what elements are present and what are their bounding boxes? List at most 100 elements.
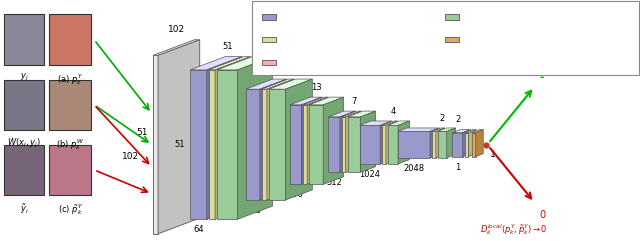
Polygon shape [340, 111, 355, 172]
Polygon shape [360, 125, 380, 164]
Polygon shape [262, 79, 294, 89]
Polygon shape [432, 131, 436, 158]
Bar [445, 37, 459, 42]
Text: 512: 512 [326, 178, 342, 187]
Text: 7: 7 [351, 97, 356, 106]
Text: 102: 102 [122, 152, 139, 161]
Polygon shape [463, 130, 470, 157]
Text: 102: 102 [168, 25, 185, 34]
Polygon shape [452, 130, 470, 133]
Bar [4, 145, 44, 195]
Polygon shape [323, 97, 344, 184]
Polygon shape [388, 121, 410, 125]
Text: Avg Pooling: Avg Pooling [283, 58, 330, 67]
Text: Spectral Normalization: Spectral Normalization [283, 35, 375, 44]
Polygon shape [465, 133, 468, 157]
Polygon shape [307, 97, 328, 184]
Polygon shape [398, 131, 430, 158]
Text: 256: 256 [288, 190, 303, 199]
Polygon shape [190, 70, 207, 219]
Polygon shape [209, 57, 250, 70]
Polygon shape [348, 111, 376, 117]
Polygon shape [382, 125, 386, 164]
Polygon shape [432, 128, 445, 131]
Polygon shape [465, 130, 476, 133]
Polygon shape [436, 128, 445, 158]
Text: (a) $p_k^Y$: (a) $p_k^Y$ [57, 72, 83, 87]
Text: 1024: 1024 [360, 170, 380, 179]
Text: 51: 51 [222, 42, 232, 51]
Polygon shape [342, 117, 346, 172]
Text: 26: 26 [230, 140, 241, 149]
Text: 7: 7 [318, 140, 323, 149]
Text: 128: 128 [245, 206, 260, 215]
Text: Sigmoid: Sigmoid [465, 35, 498, 44]
Polygon shape [447, 128, 456, 158]
Text: 1: 1 [539, 70, 545, 80]
Polygon shape [328, 117, 340, 172]
Bar [445, 14, 459, 20]
Text: 13: 13 [274, 140, 285, 149]
Text: 51: 51 [136, 128, 148, 137]
Text: $y_j$: $y_j$ [20, 72, 29, 83]
Polygon shape [346, 111, 361, 172]
Text: 2: 2 [440, 114, 445, 123]
Polygon shape [328, 111, 355, 117]
Bar [4, 14, 44, 65]
Text: 2048: 2048 [403, 164, 425, 173]
Polygon shape [246, 79, 287, 89]
Polygon shape [269, 79, 312, 89]
Polygon shape [468, 130, 476, 157]
Polygon shape [153, 55, 158, 234]
Text: 2: 2 [455, 115, 460, 124]
Polygon shape [430, 128, 439, 158]
Text: (b) $p_k^W$: (b) $p_k^W$ [56, 137, 84, 152]
Polygon shape [303, 97, 328, 105]
Polygon shape [476, 130, 483, 157]
Text: Leaky ReLU: Leaky ReLU [465, 12, 511, 21]
Polygon shape [360, 121, 392, 125]
Polygon shape [269, 89, 285, 200]
Polygon shape [309, 105, 323, 184]
FancyBboxPatch shape [252, 1, 639, 75]
Bar [49, 145, 91, 195]
Polygon shape [342, 111, 361, 117]
Text: 26: 26 [272, 65, 282, 74]
Polygon shape [217, 57, 273, 70]
Bar [4, 80, 44, 130]
Text: 1: 1 [455, 163, 460, 172]
Polygon shape [398, 121, 410, 164]
Polygon shape [380, 121, 392, 164]
Text: 64: 64 [193, 225, 204, 234]
Text: 51: 51 [175, 140, 185, 149]
Polygon shape [290, 97, 322, 105]
Polygon shape [246, 89, 260, 200]
Text: 4: 4 [390, 107, 396, 116]
Polygon shape [386, 121, 397, 164]
Polygon shape [290, 105, 301, 184]
Bar [262, 14, 276, 20]
Text: $W(x_i,y_j)$: $W(x_i,y_j)$ [7, 137, 42, 150]
Text: $\tilde{y}_i$: $\tilde{y}_i$ [20, 202, 29, 216]
Polygon shape [309, 97, 344, 105]
Bar [49, 80, 91, 130]
Polygon shape [360, 111, 376, 172]
Polygon shape [262, 89, 267, 200]
Polygon shape [438, 128, 456, 131]
Polygon shape [190, 57, 242, 70]
Text: 13: 13 [311, 83, 321, 92]
Polygon shape [398, 128, 439, 131]
Bar [262, 37, 276, 42]
Text: 0: 0 [539, 210, 545, 220]
Text: 4: 4 [349, 140, 355, 149]
Polygon shape [260, 79, 287, 200]
Polygon shape [472, 133, 476, 157]
Polygon shape [303, 105, 307, 184]
Text: 2: 2 [388, 140, 393, 149]
Text: (c) $\tilde{p}_k^Y$: (c) $\tilde{p}_k^Y$ [58, 202, 83, 217]
Polygon shape [472, 130, 483, 133]
Polygon shape [217, 70, 237, 219]
Polygon shape [348, 117, 360, 172]
Polygon shape [207, 57, 242, 219]
Text: Conv3x3 (P=1, S=2): Conv3x3 (P=1, S=2) [283, 12, 365, 21]
